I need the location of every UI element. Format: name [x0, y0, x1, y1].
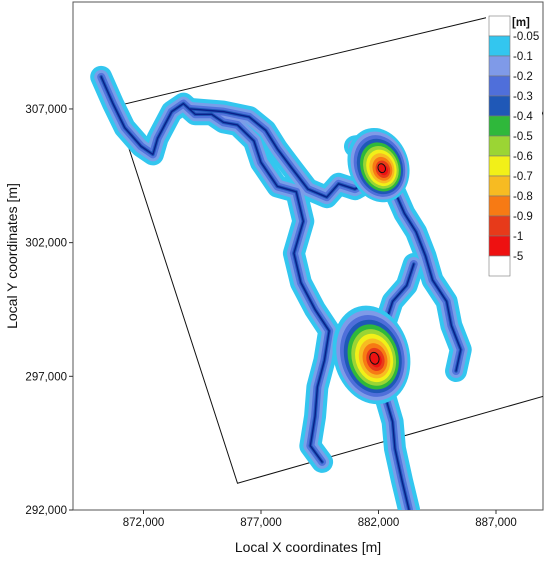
legend-label: -5	[513, 251, 523, 263]
river-middle-band-4	[189, 108, 370, 198]
y-tick-label: 297,000	[25, 371, 67, 383]
model-domain-boundary	[114, 14, 543, 484]
y-tick-label: 302,000	[25, 238, 67, 250]
legend-label: -0.6	[513, 151, 533, 163]
depression-upper	[347, 127, 410, 203]
legend-unit: [m]	[512, 17, 530, 29]
y-axis-title: Local Y coordinates [m]	[4, 183, 20, 329]
legend-swatch	[488, 35, 511, 57]
legend-label: -0.9	[513, 211, 533, 223]
depression-lower	[332, 305, 411, 405]
legend-label: -0.5	[513, 131, 533, 143]
legend-swatches	[488, 15, 511, 277]
legend-label: -1	[513, 231, 523, 243]
legend-swatch	[488, 215, 511, 237]
legend-label: -0.8	[513, 191, 533, 203]
legend-swatch	[488, 135, 511, 157]
x-tick-label: 887,000	[475, 517, 517, 529]
x-axis-title: Local X coordinates [m]	[235, 539, 381, 555]
x-tick-label: 882,000	[358, 517, 400, 529]
legend-swatch	[488, 235, 511, 257]
x-tick-label: 877,000	[240, 517, 282, 529]
depression-lower-core-outline	[369, 351, 380, 365]
legend-swatch	[488, 15, 511, 37]
legend-swatch	[488, 175, 511, 197]
y-axis-ticks: 292,000 297,000 302,000 307,000	[25, 104, 73, 517]
river-west-band-4	[100, 76, 330, 463]
x-tick-label: 872,000	[123, 517, 165, 529]
legend-swatch	[488, 255, 511, 277]
legend-swatch	[488, 115, 511, 137]
y-tick-label: 292,000	[25, 505, 67, 517]
depression-upper-core-outline	[377, 163, 386, 174]
legend-label: -0.05	[513, 31, 539, 43]
legend-label: -0.4	[513, 111, 533, 123]
legend-swatch	[488, 155, 511, 177]
legend-label: -0.7	[513, 171, 533, 183]
legend-swatch	[488, 195, 511, 217]
legend-swatch	[488, 55, 511, 77]
legend-label: -0.2	[513, 71, 533, 83]
plot-content	[90, 14, 543, 510]
x-axis-ticks: 872,000 877,000 882,000 887,000	[123, 510, 517, 529]
legend-swatch	[488, 75, 511, 97]
y-tick-label: 307,000	[25, 104, 67, 116]
legend-swatch	[488, 95, 511, 117]
legend-label: -0.1	[513, 51, 533, 63]
legend-label: -0.3	[513, 91, 533, 103]
legend-labels: -0.05 -0.1 -0.2 -0.3 -0.4 -0.5 -0.6 -0.7…	[513, 31, 539, 263]
depth-legend: [m] -0.05 -0.1 -0.2 -0.3 -0.4 -0.5 -0.6 …	[486, 13, 542, 289]
